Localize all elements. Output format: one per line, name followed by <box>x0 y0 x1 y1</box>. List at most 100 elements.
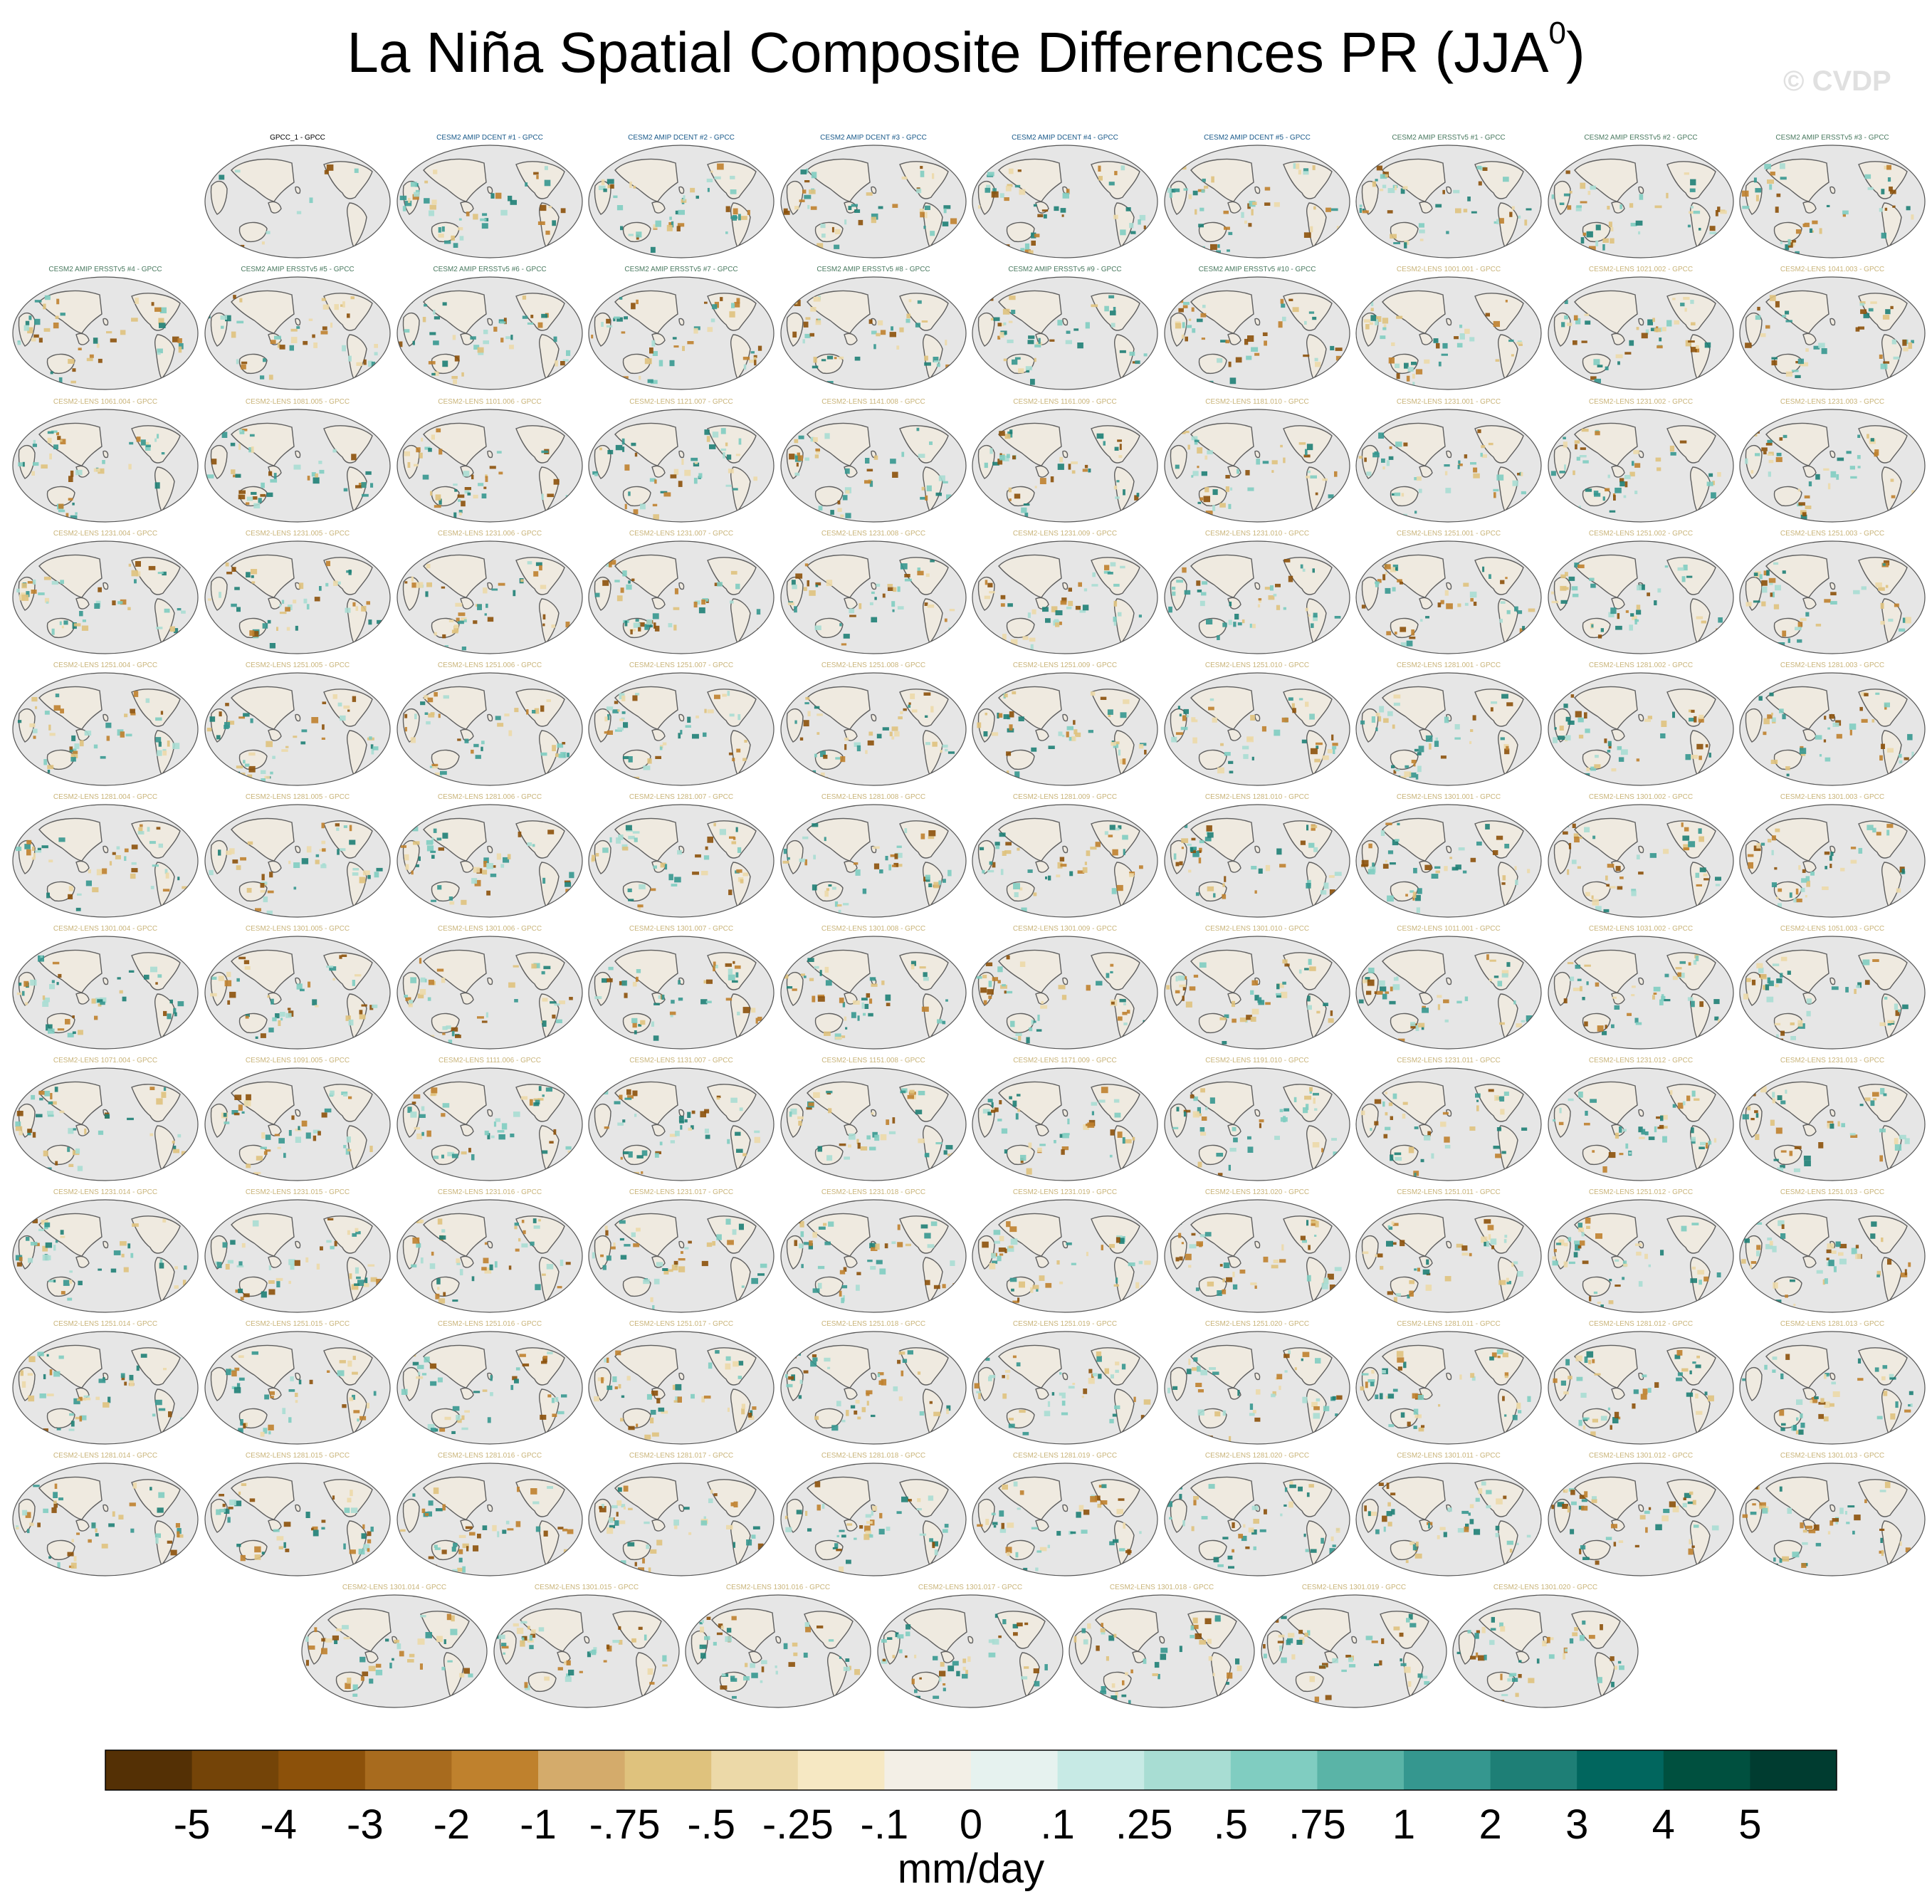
continent-outline <box>678 582 685 590</box>
composite-panel: CESM2-LENS 1251.007 - GPCC <box>587 661 776 788</box>
precip-anomaly-cell <box>150 966 157 973</box>
precip-anomaly-cell <box>925 211 928 219</box>
continent-outline <box>1574 686 1638 730</box>
precip-anomaly-cell <box>414 1126 420 1130</box>
precip-anomaly-cell <box>274 1134 280 1136</box>
precip-anomaly-cell <box>674 588 678 595</box>
precip-anomaly-cell <box>18 720 22 723</box>
precip-anomaly-cell <box>876 583 881 587</box>
precip-anomaly-cell <box>442 302 447 306</box>
precip-anomaly-cell <box>632 981 637 987</box>
precip-anomaly-cell <box>272 755 275 759</box>
precip-anomaly-cell <box>844 1016 847 1021</box>
precip-anomaly-cell <box>354 168 359 173</box>
precip-anomaly-cell <box>1488 442 1493 446</box>
precip-anomaly-cell <box>1250 990 1254 995</box>
precip-anomaly-cell <box>1760 1086 1767 1093</box>
precip-anomaly-cell <box>1849 729 1852 736</box>
precip-anomaly-cell <box>624 503 627 510</box>
precip-anomaly-cell <box>1263 1256 1269 1262</box>
precip-anomaly-cell <box>227 1000 231 1005</box>
precip-anomaly-cell <box>266 492 273 497</box>
precip-anomaly-cell <box>707 187 710 192</box>
continent-outline <box>1611 728 1625 741</box>
precip-anomaly-cell <box>640 503 646 510</box>
precip-anomaly-cell <box>1132 1136 1135 1141</box>
precip-anomaly-cell <box>349 839 356 845</box>
precip-anomaly-cell <box>1454 737 1461 740</box>
precip-anomaly-cell <box>1391 765 1395 768</box>
precip-anomaly-cell <box>404 713 408 718</box>
precip-anomaly-cell <box>268 1265 271 1270</box>
precip-anomaly-cell <box>288 860 291 864</box>
precip-anomaly-cell <box>288 1280 291 1285</box>
continent-outline <box>1190 949 1254 993</box>
precip-anomaly-cell <box>1091 1111 1094 1116</box>
precip-anomaly-cell <box>1825 757 1831 762</box>
precip-anomaly-cell <box>619 718 624 721</box>
precip-anomaly-cell <box>1691 322 1696 325</box>
precip-anomaly-cell <box>856 1139 859 1144</box>
continent-outline <box>402 181 420 215</box>
precip-anomaly-cell <box>268 1280 275 1284</box>
precip-anomaly-cell <box>501 1123 508 1130</box>
precip-anomaly-cell <box>236 978 240 982</box>
precip-anomaly-cell <box>79 611 83 617</box>
panel-title: CESM2-LENS 1281.010 - GPCC <box>1204 793 1310 801</box>
precip-anomaly-cell <box>1001 323 1004 326</box>
precip-anomaly-cell <box>1570 694 1575 698</box>
precip-anomaly-cell <box>1700 1141 1706 1146</box>
precip-anomaly-cell <box>261 1291 267 1298</box>
precip-anomaly-cell <box>1143 353 1148 357</box>
precip-anomaly-cell <box>1481 454 1487 458</box>
precip-anomaly-cell <box>162 571 167 576</box>
precip-anomaly-cell <box>1753 600 1760 603</box>
continent-outline <box>844 597 858 610</box>
precip-anomaly-cell <box>495 716 501 721</box>
continent-outline <box>651 597 666 610</box>
continent-outline <box>295 845 301 854</box>
precip-anomaly-cell <box>750 1008 756 1013</box>
precip-anomaly-cell <box>1232 1018 1237 1023</box>
continent-outline <box>1765 158 1829 202</box>
precip-anomaly-cell <box>1603 909 1610 913</box>
precip-anomaly-cell <box>57 436 61 440</box>
globe-outline <box>588 1199 775 1313</box>
continent-outline <box>871 713 877 722</box>
precip-anomaly-cell <box>1577 717 1584 723</box>
precip-anomaly-cell <box>1889 187 1893 192</box>
precip-anomaly-cell <box>1629 203 1634 208</box>
precip-anomaly-cell <box>1771 717 1776 722</box>
precip-anomaly-cell <box>321 737 325 740</box>
precip-anomaly-cell <box>246 888 252 893</box>
precip-anomaly-cell <box>138 827 143 834</box>
precip-anomaly-cell <box>35 706 38 709</box>
precip-anomaly-cell <box>627 1095 634 1099</box>
precip-anomaly-cell <box>663 1270 669 1275</box>
precip-anomaly-cell <box>1217 767 1224 774</box>
precip-anomaly-cell <box>341 954 347 957</box>
precip-anomaly-cell <box>640 1020 646 1025</box>
precip-anomaly-cell <box>614 580 620 582</box>
precip-anomaly-cell <box>728 974 735 980</box>
precip-anomaly-cell <box>315 1005 319 1008</box>
precip-anomaly-cell <box>1098 165 1101 172</box>
precip-anomaly-cell <box>434 692 438 697</box>
continent-outline <box>18 708 36 743</box>
precip-anomaly-cell <box>987 172 994 177</box>
precip-anomaly-cell <box>481 1020 488 1023</box>
precip-anomaly-cell <box>279 604 282 607</box>
precip-anomaly-cell <box>130 1252 134 1258</box>
precip-anomaly-cell <box>808 1243 813 1250</box>
precip-anomaly-cell <box>155 982 158 985</box>
precip-anomaly-cell <box>226 850 232 855</box>
precip-anomaly-cell <box>1383 324 1387 328</box>
precip-anomaly-cell <box>424 978 427 983</box>
panel-title: CESM2-LENS 1061.004 - GPCC <box>53 398 158 406</box>
precip-anomaly-cell <box>1499 1022 1505 1025</box>
precip-anomaly-cell <box>1429 743 1432 750</box>
precip-anomaly-cell <box>1307 470 1311 474</box>
precip-anomaly-cell <box>1786 773 1790 777</box>
precip-anomaly-cell <box>1850 476 1857 479</box>
globe-outline <box>12 804 199 918</box>
